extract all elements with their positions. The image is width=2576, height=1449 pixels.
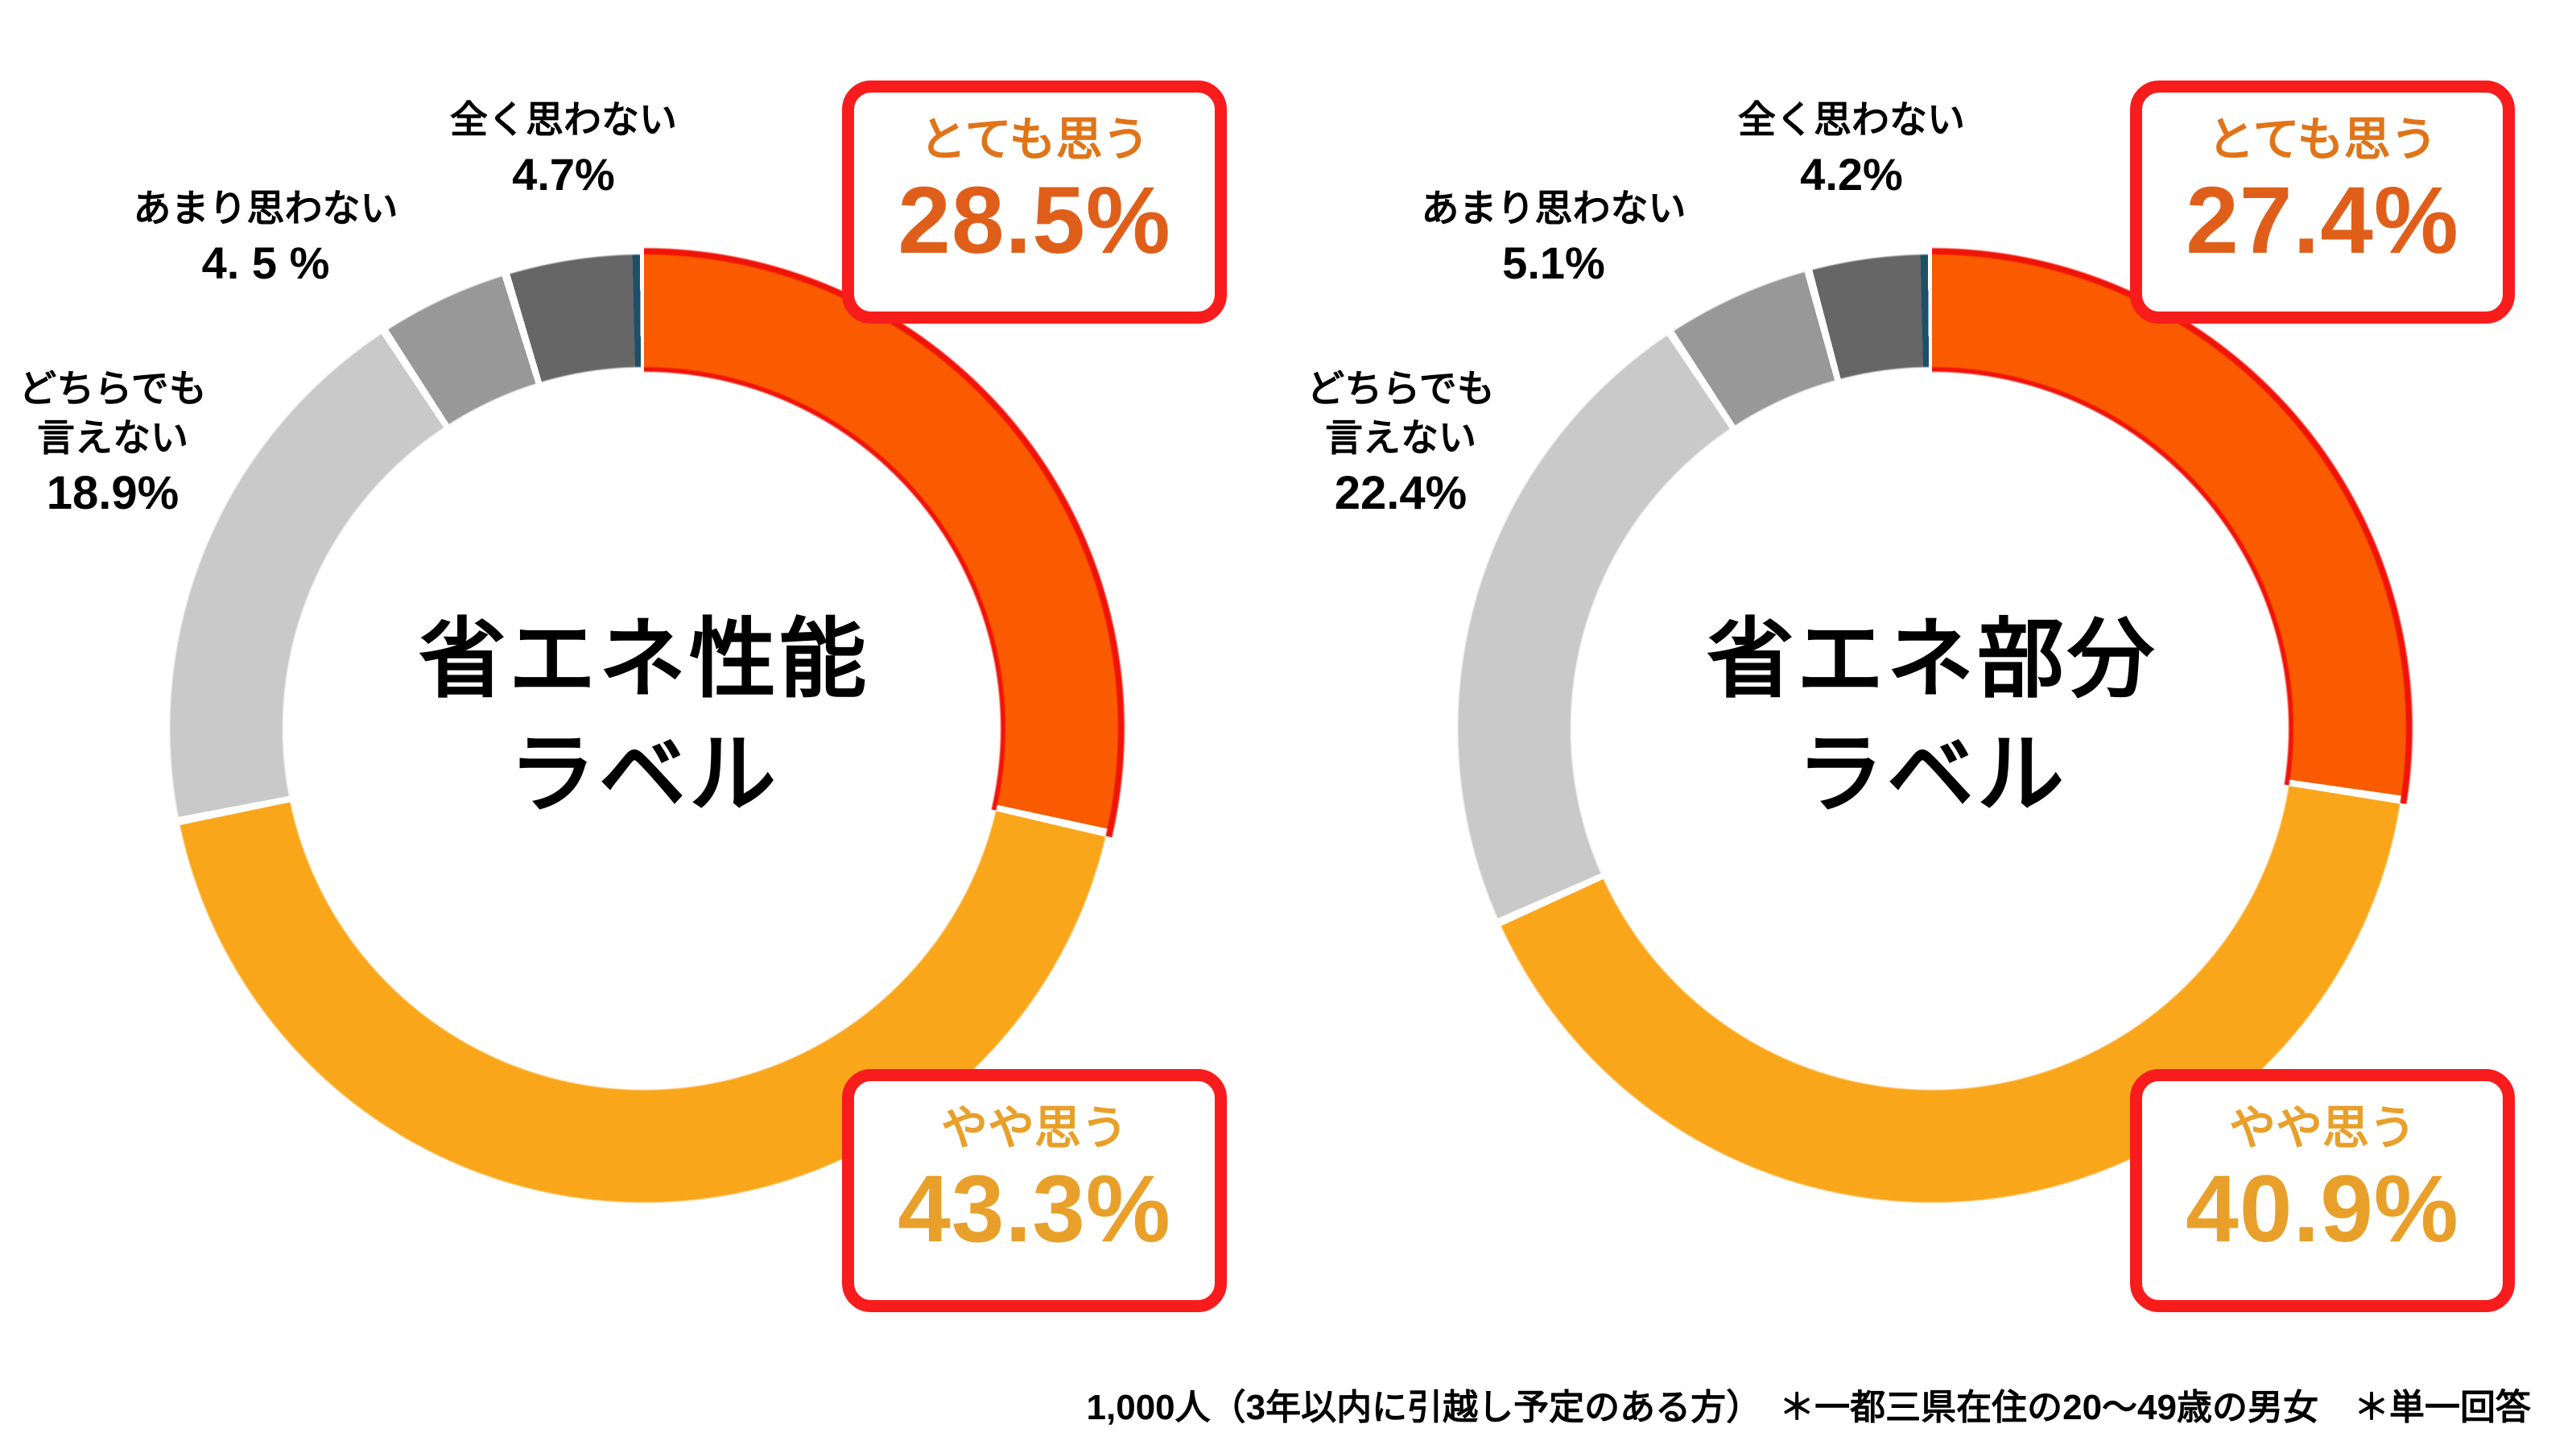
callout-very-label: とても思う xyxy=(919,114,1150,166)
callout-very-box: とても思う 27.4% xyxy=(2130,80,2515,324)
callout-very-value: 27.4% xyxy=(2186,167,2459,274)
label-neither-value: 18.9% xyxy=(46,467,180,520)
label-not-at-all-name: 全く思わない xyxy=(1738,98,1965,141)
label-not-much: あまり思わない 4. 5 % xyxy=(134,184,398,289)
label-not-at-all: 全く思わない 4.2% xyxy=(1738,95,1965,200)
donut-center-title: 省エネ部分 ラベル xyxy=(1288,602,2576,832)
donut-chart-group-partial-label: 省エネ部分 ラベル 全く思わない 4.2% あまり思わない 5.1% どちらでも… xyxy=(1288,0,2576,1377)
donut-ring xyxy=(169,254,1119,1203)
donut-center-title: 省エネ性能 ラベル xyxy=(0,602,1288,832)
callout-somewhat-label: やや思う xyxy=(2228,1102,2416,1154)
label-neither: どちらでも 言えない 22.4% xyxy=(1307,364,1495,521)
label-neither-line-2: 言えない xyxy=(1325,416,1476,460)
survey-footnote: 1,000人（3年以内に引越し予定のある方） ＊一都三県在住の20～49歳の男女… xyxy=(1086,1388,2531,1427)
title-line-2: ラベル xyxy=(1796,724,2067,823)
callout-very-box: とても思う 28.5% xyxy=(842,80,1227,324)
callout-very-label: とても思う xyxy=(2207,114,2438,166)
donut-ring xyxy=(1457,254,2407,1203)
callout-very-value: 28.5% xyxy=(898,167,1171,274)
label-not-at-all-value: 4.2% xyxy=(1800,149,1903,200)
title-line-1: 省エネ性能 xyxy=(418,610,869,708)
label-not-at-all-name: 全く思わない xyxy=(450,98,677,141)
callout-somewhat-box: やや思う 43.3% xyxy=(842,1069,1227,1312)
title-line-1: 省エネ部分 xyxy=(1706,610,2157,708)
callout-somewhat-box: やや思う 40.9% xyxy=(2130,1069,2515,1312)
label-neither-value: 22.4% xyxy=(1334,467,1468,520)
label-not-much: あまり思わない 5.1% xyxy=(1422,184,1686,289)
label-not-much-name: あまり思わない xyxy=(1421,187,1686,229)
label-not-at-all-value: 4.7% xyxy=(512,149,615,200)
label-neither: どちらでも 言えない 18.9% xyxy=(19,364,207,521)
callout-somewhat-value: 40.9% xyxy=(2186,1155,2459,1262)
label-neither-line-2: 言えない xyxy=(37,416,188,460)
label-not-much-value: 4. 5 % xyxy=(201,237,330,289)
label-neither-line-1: どちらでも xyxy=(1307,367,1495,410)
callout-somewhat-label: やや思う xyxy=(940,1102,1128,1154)
label-not-much-value: 5.1% xyxy=(1502,237,1605,289)
callout-somewhat-value: 43.3% xyxy=(898,1155,1171,1262)
title-line-2: ラベル xyxy=(508,724,779,823)
label-neither-line-1: どちらでも xyxy=(19,367,207,410)
donut-chart-group-performance-label: 省エネ性能 ラベル 全く思わない 4.7% あまり思わない 4. 5 % どちら… xyxy=(0,0,1288,1377)
label-not-much-name: あまり思わない xyxy=(133,187,398,229)
label-not-at-all: 全く思わない 4.7% xyxy=(450,95,677,200)
